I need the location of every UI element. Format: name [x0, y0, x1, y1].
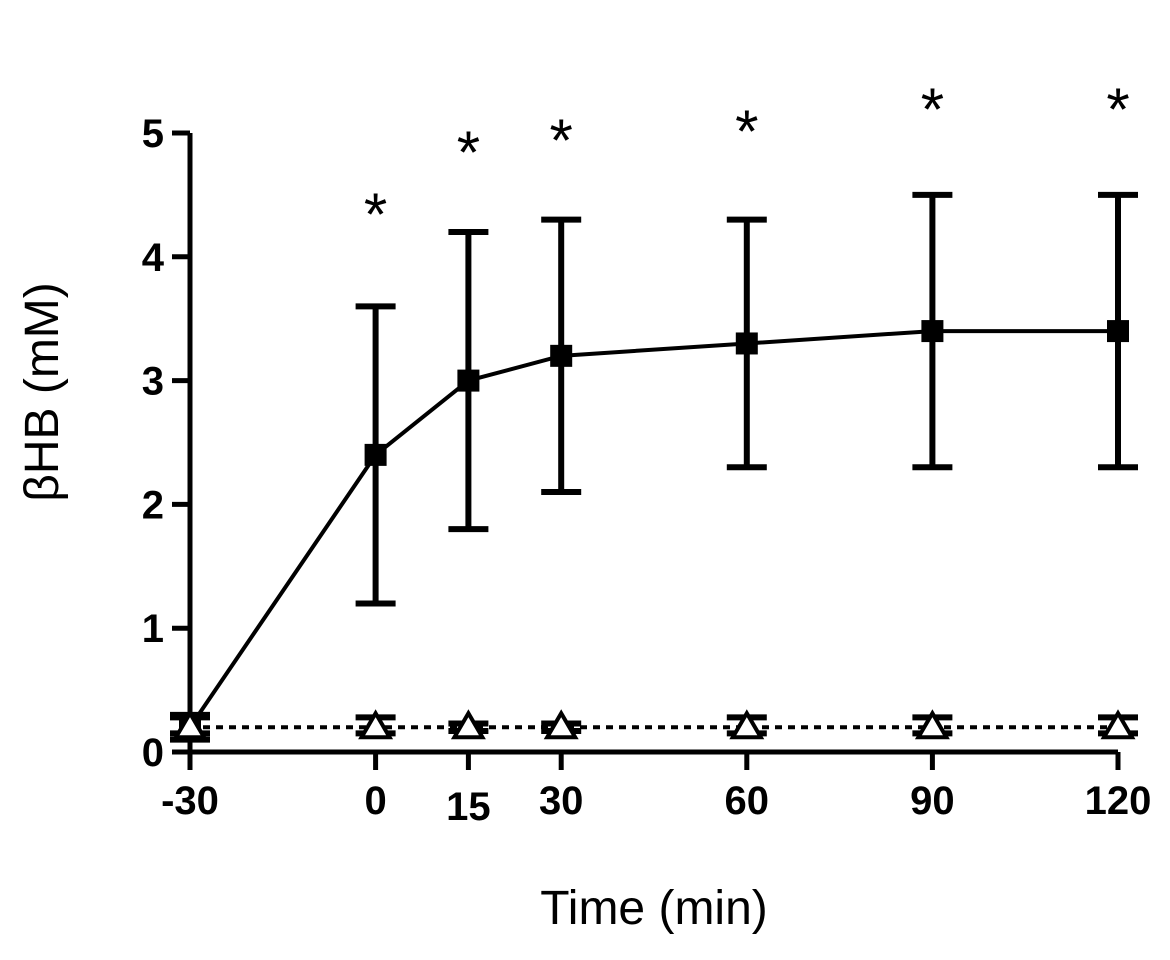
- significance-asterisk: *: [550, 107, 573, 174]
- data-point-square: [364, 443, 387, 466]
- x-tick-label: 90: [910, 779, 955, 823]
- data-point-square: [735, 332, 758, 355]
- data-point-square: [921, 320, 944, 343]
- significance-asterisk: *: [921, 76, 944, 143]
- data-point-square: [1107, 320, 1129, 343]
- y-tick-label: 3: [142, 360, 164, 404]
- data-point-square: [457, 369, 480, 392]
- significance-asterisk: *: [457, 119, 480, 186]
- x-tick-label: 60: [725, 779, 770, 823]
- data-point-triangle: [172, 709, 208, 740]
- y-axis-title: βHB (mM): [16, 282, 69, 502]
- series-1: [170, 191, 1138, 743]
- x-tick-label: 30: [539, 779, 584, 823]
- series-1-line: [188, 329, 1118, 729]
- data-point-triangle: [1100, 709, 1136, 740]
- significance-asterisk: *: [364, 181, 387, 248]
- annotation-layer: * * * * * *: [364, 76, 1130, 248]
- data-point-square: [550, 344, 573, 367]
- x-tick-label: 0: [364, 779, 386, 823]
- y-tick-label: 0: [142, 731, 164, 775]
- data-point-triangle: [729, 709, 765, 740]
- data-point-triangle: [543, 709, 579, 740]
- y-tick-label: 5: [142, 112, 164, 156]
- y-tick-label: 2: [142, 483, 164, 527]
- x-tick-label: 15: [446, 785, 491, 829]
- data-point-triangle: [450, 709, 486, 740]
- y-tick-label: 1: [142, 607, 164, 651]
- x-tick-label: -30: [161, 779, 219, 823]
- x-tick-label: 120: [1085, 779, 1152, 823]
- x-axis-title: Time (min): [540, 882, 768, 935]
- significance-asterisk: *: [735, 98, 758, 165]
- y-tick-label: 4: [142, 236, 165, 280]
- data-point-triangle: [358, 709, 394, 740]
- significance-asterisk: *: [1106, 76, 1129, 143]
- series-layer: [170, 191, 1138, 743]
- series-2: [170, 709, 1138, 740]
- data-point-triangle: [914, 709, 950, 740]
